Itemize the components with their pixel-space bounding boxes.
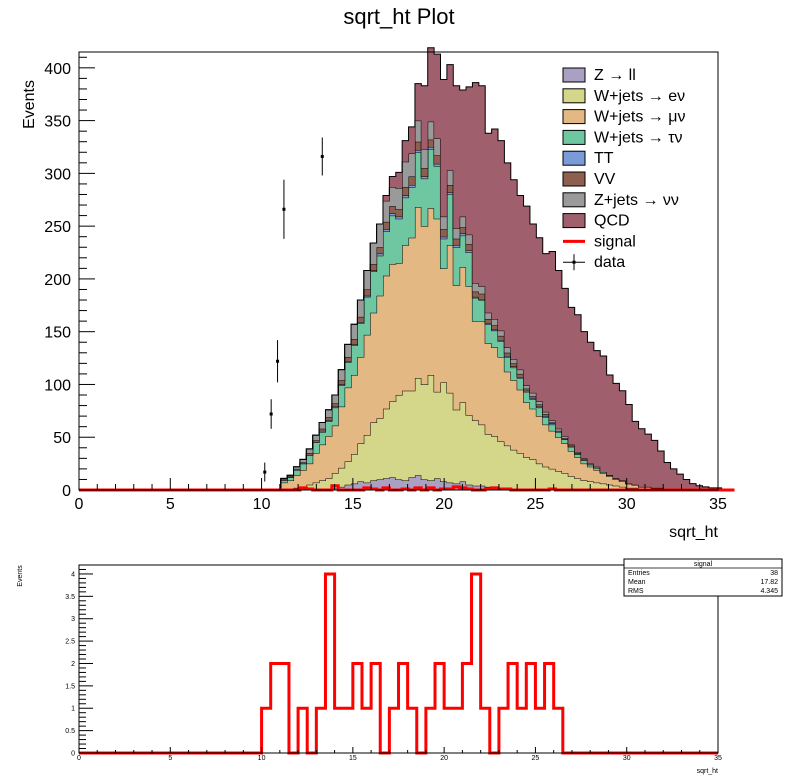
data-point: [269, 412, 273, 416]
lower-y-axis-label: Events: [17, 565, 24, 587]
x-tick-label: 0: [75, 496, 84, 513]
y-tick-label: 0: [62, 483, 71, 500]
x-tick-label: 5: [166, 496, 175, 513]
y-tick-label: 50: [53, 430, 71, 447]
lower-x-tick-label: 5: [168, 755, 172, 762]
lower-x-tick-label: 10: [258, 755, 266, 762]
lower-y-tick-label: 1: [71, 706, 75, 713]
stats-rms-label: RMS: [628, 588, 644, 595]
y-tick-label: 350: [44, 114, 71, 131]
x-tick-label: 35: [709, 496, 727, 513]
legend-label: TT: [594, 150, 614, 167]
lower-y-tick-label: 1.5: [65, 683, 75, 690]
lower-x-tick-label: 25: [532, 755, 540, 762]
lower-x-tick-label: 20: [440, 755, 448, 762]
lower-x-axis-label: sqrt_ht: [697, 768, 718, 775]
legend-swatch: [572, 260, 576, 264]
legend: Z → ll W+jets → eν W+jets → μν W+jets → τν T…: [562, 67, 685, 271]
series-fill-0: [261, 475, 735, 490]
series-outline-7: [261, 47, 735, 491]
series-fill-5: [261, 139, 735, 490]
lower-y-tick-label: 4: [71, 571, 75, 578]
lower-y-tick-label: 0: [71, 751, 75, 758]
legend-swatch: [562, 88, 586, 104]
legend-swatch: [562, 67, 586, 83]
stats-mean-label: Mean: [628, 579, 646, 586]
data-point: [320, 154, 324, 158]
legend-label: QCD: [594, 213, 630, 230]
lower-y-tick-label: 2: [71, 661, 75, 668]
plot-frame: [78, 51, 719, 491]
legend-label: W+jets → eν: [594, 88, 685, 105]
lower-axes: 0 5 10 15 20 25 30 35 0 0.5 1 1.5 2 2.5 3 3.5 4: [65, 568, 722, 762]
series-fill-3: [261, 149, 735, 490]
x-tick-label: 15: [344, 496, 362, 513]
signal-line-lower: [79, 572, 718, 755]
stats-title: signal: [694, 561, 713, 568]
chart-title: sqrt_ht Plot: [343, 4, 454, 29]
lower-x-tick-label: 0: [77, 755, 81, 762]
legend-swatch: [562, 171, 586, 187]
stats-box: signal Entries 38 Mean 17.82 RMS 4.345: [623, 558, 783, 597]
legend-swatch: [562, 192, 586, 208]
series-fill-1: [261, 374, 735, 490]
x-tick-label: 20: [435, 496, 453, 513]
y-axis-label: Events: [21, 80, 38, 129]
lower-x-tick-label: 30: [623, 755, 631, 762]
stats-rms-value: 4.345: [760, 588, 778, 595]
x-tick-label: 10: [253, 496, 271, 513]
legend-swatch: [562, 150, 586, 166]
lower-y-tick-label: 3.5: [65, 594, 75, 601]
y-tick-label: 400: [44, 61, 71, 78]
legend-label: VV: [594, 171, 616, 188]
data-points: [263, 137, 324, 482]
data-point: [282, 207, 286, 211]
series-fill-2: [261, 207, 735, 491]
lower-x-tick-label: 15: [349, 755, 357, 762]
y-tick-label: 100: [44, 377, 71, 394]
legend-label: signal: [594, 233, 636, 250]
stats-entries-value: 38: [770, 570, 778, 577]
legend-label: Z → ll: [594, 67, 636, 84]
x-tick-label: 25: [527, 496, 545, 513]
legend-label: W+jets → τν: [594, 129, 683, 146]
lower-x-tick-label: 35: [714, 755, 722, 762]
legend-label: W+jets → μν: [594, 109, 685, 126]
x-tick-label: 30: [618, 496, 636, 513]
stats-mean-value: 17.82: [760, 579, 778, 586]
series-fill-6: [261, 120, 735, 490]
legend-swatch: [562, 129, 586, 145]
data-point: [276, 359, 280, 363]
y-tick-label: 250: [44, 219, 71, 236]
y-tick-label: 150: [44, 325, 71, 342]
lower-plot-frame: [78, 564, 719, 754]
lower-y-tick-label: 3: [71, 616, 75, 623]
x-axis-label: sqrt_ht: [669, 524, 718, 541]
stats-entries-label: Entries: [628, 570, 650, 577]
legend-label: Z+jets → νν: [594, 192, 679, 209]
lower-y-tick-label: 2.5: [65, 639, 75, 646]
series-fill-7: [261, 47, 735, 490]
y-tick-label: 300: [44, 166, 71, 183]
data-point: [263, 470, 267, 474]
stacked-histogram: [261, 47, 735, 491]
y-tick-label: 200: [44, 272, 71, 289]
legend-swatch: [562, 109, 586, 125]
legend-swatch: [562, 213, 586, 229]
lower-y-tick-label: 0.5: [65, 728, 75, 735]
signal-histogram-lower: [79, 572, 718, 755]
legend-label: data: [594, 254, 625, 271]
